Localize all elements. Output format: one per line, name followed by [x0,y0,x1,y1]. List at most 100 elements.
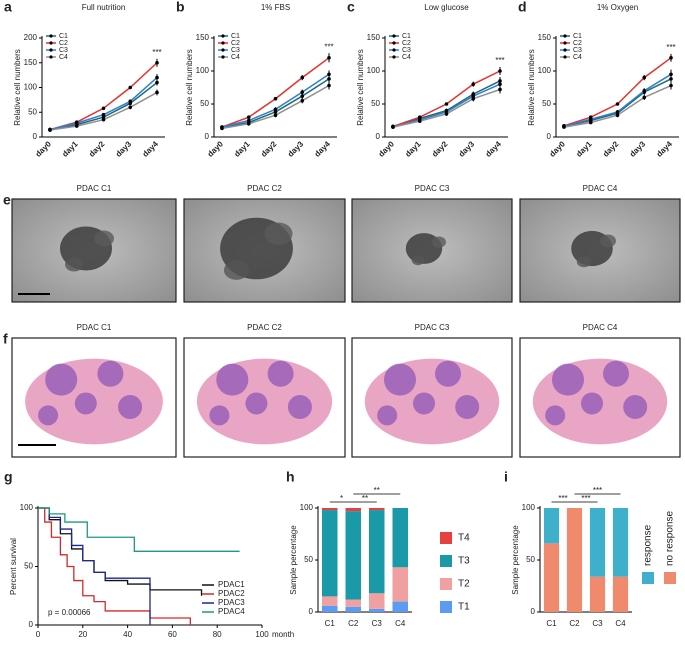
legend-label: T1 [458,602,470,613]
legend-label: PDAC3 [218,598,245,607]
image-label: PDAC C1 [77,323,112,332]
point [444,102,449,106]
legend-label: C4 [59,54,68,61]
bar-segment [321,596,338,606]
point [246,115,251,119]
point [273,96,278,101]
image-label: PDAC C3 [415,184,450,193]
legend-label: PDAC2 [218,589,245,598]
y-axis-label: Relative cell numbers [527,49,536,125]
x-tick-label: day3 [457,139,477,159]
point [128,85,133,90]
point [246,118,251,123]
y-tick-label: 50 [542,99,551,108]
x-tick-label: C1 [546,619,557,628]
point [273,107,278,112]
tissue-nodule [603,360,629,387]
x-tick-label: day2 [87,139,107,159]
panel-letter: h [286,469,295,485]
y-tick-label: 150 [367,33,381,42]
bar-segment [392,567,409,602]
legend-label: C3 [573,47,582,54]
image-label: PDAC C4 [583,323,618,332]
legend-dot [221,34,225,38]
bar-segment [321,510,338,597]
x-tick-label: day4 [141,139,161,159]
point [417,115,422,119]
tissue-nodule [435,360,461,387]
legend-dot [49,48,53,52]
series-line [221,73,330,128]
y-axis-label: Relative cell numbers [185,49,194,125]
chart-title: Full nutrition [82,3,126,12]
x-tick-label: 80 [213,630,222,639]
survival-curve [38,507,191,625]
tissue-nodule [245,392,268,415]
series-line [49,77,158,131]
x-axis-label: month [272,630,294,639]
tissue-nodule [97,360,124,387]
point [48,128,52,132]
x-tick-label: day4 [313,139,333,159]
x-tick-label: day3 [286,139,306,159]
y-tick-label: 150 [196,33,210,42]
bar-segment [345,511,362,600]
bar-segment [368,593,385,609]
point [74,121,79,125]
y-tick-label: 0 [531,607,536,616]
tissue-nodule [552,363,584,396]
x-tick-label: 60 [168,630,177,639]
series-line [563,73,672,128]
tissue-nodule [118,395,143,420]
x-tick-label: day0 [206,139,226,159]
panel-letter: d [518,0,527,15]
organoid-edge [411,255,425,266]
x-tick-label: day1 [232,139,252,159]
x-tick-label: C4 [395,619,406,628]
legend-swatch [440,578,452,590]
point [588,117,593,121]
point [471,96,476,101]
point [498,87,502,92]
annotation: ** [362,494,368,503]
y-tick-label: 100 [20,503,34,512]
legend-label: C3 [402,47,411,54]
y-tick-label: 100 [24,83,38,92]
point [101,115,106,119]
bar-segment [589,508,606,577]
organoid-edge [576,256,592,268]
x-tick-label: day4 [655,139,675,159]
legend-dot [563,48,567,52]
bar-segment [368,608,385,612]
annotation: *** [558,494,567,503]
point [417,119,422,123]
point [562,125,566,129]
y-tick-label: 100 [300,503,314,512]
x-tick-label: 20 [78,630,87,639]
point [615,110,620,114]
y-tick-label: 150 [538,33,552,42]
point [74,124,79,128]
legend-dot [49,55,53,59]
point [300,75,305,80]
x-tick-label: day4 [484,139,504,159]
tissue-nodule [623,395,648,420]
legend-dot [221,41,225,45]
chart-title: 1% FBS [261,3,290,12]
y-tick-label: 0 [547,132,552,141]
tissue-nodule [216,363,249,396]
annotation: p = 0.00066 [48,608,91,617]
y-tick-label: 0 [33,132,38,141]
bar-segment [392,601,409,612]
y-tick-label: 100 [538,66,552,75]
point [300,94,305,98]
legend-label: C3 [59,47,68,54]
legend-label: C4 [402,54,411,61]
legend-dot [392,41,396,45]
y-tick-label: 50 [304,555,313,564]
image-label: PDAC C2 [247,184,282,193]
tissue-nodule [209,405,230,426]
annotation: *** [581,494,590,503]
legend-label: T3 [458,556,470,567]
bar-segment [321,508,338,511]
